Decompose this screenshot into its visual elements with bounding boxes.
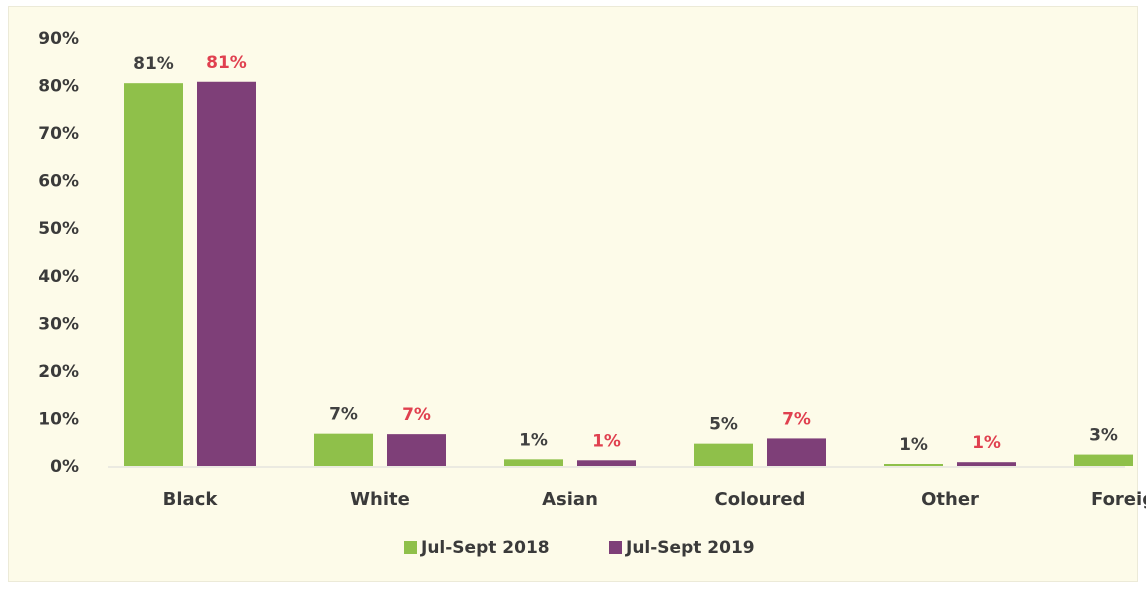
y-tick-label: 30% bbox=[38, 314, 79, 334]
y-tick-label: 20% bbox=[38, 362, 79, 382]
data-label: 3% bbox=[1089, 426, 1118, 446]
y-tick-label: 40% bbox=[38, 267, 79, 287]
bar-0-2 bbox=[504, 459, 563, 466]
bar-1-4 bbox=[957, 462, 1016, 466]
category-label: Black bbox=[163, 489, 219, 510]
legend-label: Jul-Sept 2019 bbox=[625, 538, 755, 558]
bar-0-4 bbox=[884, 464, 943, 466]
y-tick-label: 10% bbox=[38, 409, 79, 429]
y-tick-label: 0% bbox=[50, 457, 79, 477]
data-label: 81% bbox=[133, 54, 174, 74]
data-label: 7% bbox=[329, 405, 358, 425]
bar-0-0 bbox=[124, 83, 183, 466]
bar-0-1 bbox=[314, 433, 373, 466]
y-tick-label: 60% bbox=[38, 172, 79, 192]
data-label: 7% bbox=[402, 405, 431, 425]
chart-background bbox=[8, 6, 1138, 582]
category-label: Asian bbox=[542, 489, 598, 510]
bar-1-2 bbox=[577, 460, 636, 466]
y-tick-label: 90% bbox=[38, 29, 79, 49]
category-label: Foreigner bbox=[1091, 489, 1146, 510]
data-label: 7% bbox=[782, 409, 811, 429]
bar-1-0 bbox=[197, 81, 256, 467]
bar-0-3 bbox=[694, 443, 753, 466]
data-label: 1% bbox=[972, 433, 1001, 453]
data-label: 1% bbox=[899, 435, 928, 455]
bar-1-1 bbox=[387, 434, 446, 466]
data-label: 5% bbox=[709, 415, 738, 435]
y-tick-label: 50% bbox=[38, 219, 79, 239]
y-tick-label: 70% bbox=[38, 124, 79, 144]
y-tick-label: 80% bbox=[38, 77, 79, 97]
data-label: 81% bbox=[206, 53, 247, 73]
data-label: 1% bbox=[592, 431, 621, 451]
legend-swatch bbox=[404, 541, 417, 554]
legend-label: Jul-Sept 2018 bbox=[420, 538, 550, 558]
category-label: Other bbox=[921, 489, 979, 510]
category-label: Coloured bbox=[715, 489, 806, 510]
category-label: White bbox=[350, 489, 410, 510]
bar-1-3 bbox=[767, 438, 826, 466]
legend-swatch bbox=[609, 541, 622, 554]
bar-0-5 bbox=[1074, 454, 1133, 466]
data-label: 1% bbox=[519, 430, 548, 450]
